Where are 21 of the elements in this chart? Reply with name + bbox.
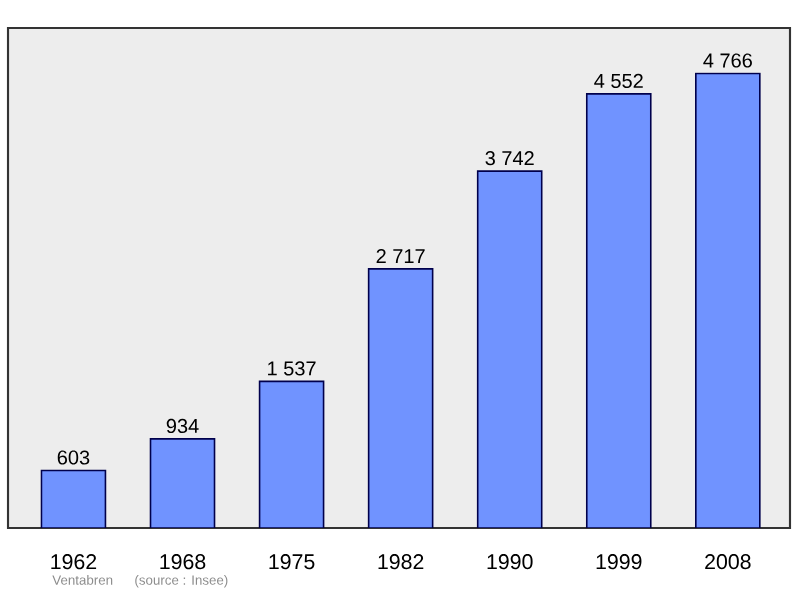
x-tick-label: 1968 — [160, 554, 206, 570]
x-tick-label: 1999 — [596, 554, 642, 570]
bar — [41, 470, 106, 528]
x-tick-label: 1962 — [51, 554, 97, 570]
x-tick-label: 1982 — [378, 554, 424, 570]
data-label: 603 — [57, 450, 90, 465]
data-label: 4 552 — [594, 73, 643, 88]
x-tick-label: 1990 — [487, 554, 533, 570]
data-label: 1 537 — [268, 361, 316, 376]
bar — [477, 171, 542, 528]
x-tick-label: 2008 — [705, 554, 751, 570]
bar — [150, 438, 215, 528]
x-tick-label: 1975 — [269, 554, 315, 570]
data-label: 3 742 — [485, 151, 534, 166]
data-label: 4 766 — [703, 53, 752, 68]
bar — [368, 268, 433, 528]
data-label: 2 717 — [376, 249, 425, 263]
bar — [695, 72, 761, 528]
bar — [259, 381, 324, 528]
data-label: 934 — [166, 418, 199, 434]
bar — [586, 93, 651, 528]
